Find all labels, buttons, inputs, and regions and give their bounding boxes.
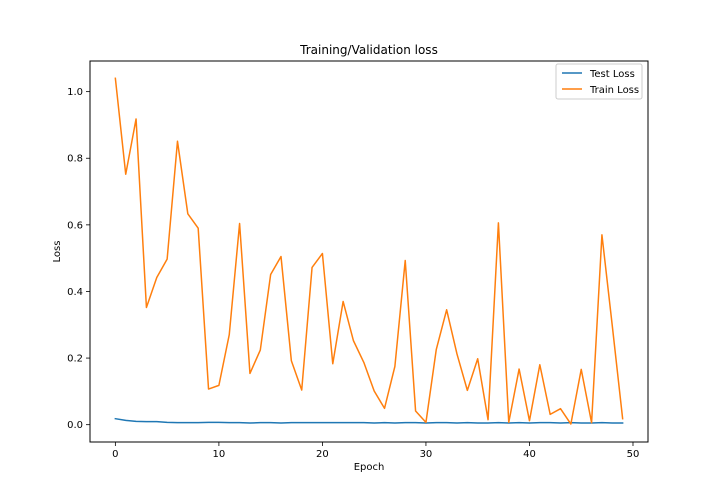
x-tick-label: 0: [112, 449, 118, 460]
y-tick-label: 0.2: [67, 354, 83, 365]
plot-frame: [89, 60, 649, 443]
y-axis-ticks: 0.0 0.2 0.4 0.6 0.8 1.0: [67, 87, 90, 431]
series-line-test-loss: [114, 417, 624, 424]
y-tick-label: 1.0: [67, 87, 83, 98]
y-tick-label: 0.0: [67, 420, 83, 431]
y-tick-label: 0.8: [67, 154, 83, 165]
x-axis-ticks: 0 10 20 30 40 50: [112, 442, 639, 460]
x-axis-label: Epoch: [354, 462, 385, 473]
series-line-train-loss: [114, 77, 624, 425]
x-tick-label: 30: [420, 449, 433, 460]
y-axis-label: Loss: [52, 241, 63, 263]
legend-label-train-loss: Train Loss: [589, 85, 639, 96]
chart-title: Training/Validation loss: [299, 43, 438, 57]
x-tick-label: 50: [627, 449, 640, 460]
y-tick-label: 0.6: [67, 220, 83, 231]
legend-label-test-loss: Test Loss: [589, 69, 635, 80]
x-tick-label: 20: [316, 449, 329, 460]
y-tick-label: 0.4: [67, 287, 83, 298]
x-tick-label: 40: [523, 449, 536, 460]
x-tick-label: 10: [213, 449, 226, 460]
series-layer: [114, 77, 624, 425]
legend: Test Loss Train Loss: [555, 63, 643, 100]
